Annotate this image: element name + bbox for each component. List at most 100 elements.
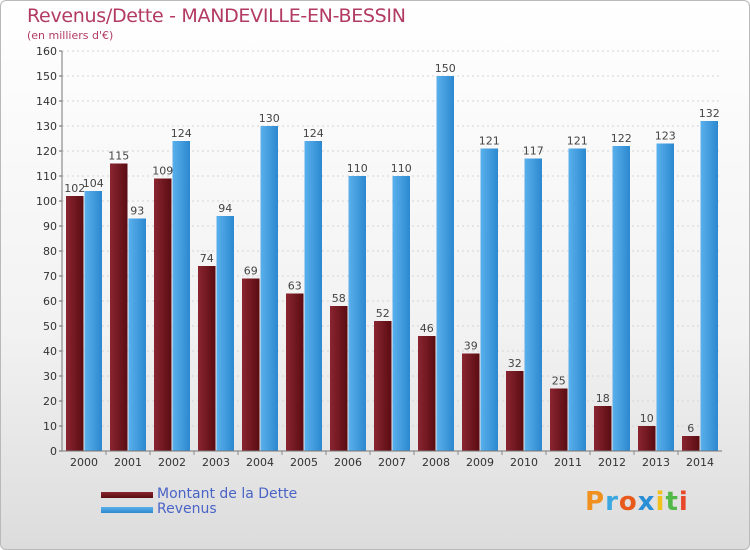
bar-revenus-2013 xyxy=(656,143,674,451)
data-label-revenus-2013: 123 xyxy=(655,130,676,143)
legend-label-revenus: Revenus xyxy=(157,501,217,517)
x-tick-label-2003: 2003 xyxy=(202,456,230,469)
legend-label-dette: Montant de la Dette xyxy=(157,486,298,502)
data-label-dette-2008: 46 xyxy=(420,322,434,335)
y-tick-label: 140 xyxy=(36,95,57,108)
x-tick-label-2011: 2011 xyxy=(554,456,582,469)
data-label-dette-2011: 25 xyxy=(552,375,566,388)
x-tick-label-2002: 2002 xyxy=(158,456,186,469)
data-label-revenus-2003: 94 xyxy=(218,202,232,215)
logo-letter: o xyxy=(618,487,638,517)
bar-dette-2007 xyxy=(374,321,392,451)
logo-letter: i xyxy=(678,487,689,517)
data-label-revenus-2001: 93 xyxy=(130,205,144,218)
data-label-revenus-2004: 130 xyxy=(259,112,280,125)
bar-dette-2014 xyxy=(682,436,700,451)
y-tick-label: 70 xyxy=(43,270,57,283)
bar-revenus-2009 xyxy=(480,148,498,451)
y-tick-label: 0 xyxy=(50,445,57,458)
logo-letter: x xyxy=(637,487,656,517)
data-label-dette-2001: 115 xyxy=(108,150,129,163)
bar-revenus-2000 xyxy=(84,191,102,451)
bar-revenus-2003 xyxy=(216,216,234,451)
data-label-revenus-2006: 110 xyxy=(347,162,368,175)
data-label-dette-2012: 18 xyxy=(596,392,610,405)
y-tick-label: 50 xyxy=(43,320,57,333)
bar-revenus-2014 xyxy=(700,121,718,451)
bar-dette-2003 xyxy=(198,266,216,451)
data-label-revenus-2010: 117 xyxy=(523,145,544,158)
data-label-dette-2007: 52 xyxy=(376,307,390,320)
data-label-dette-2002: 109 xyxy=(152,165,173,178)
bar-dette-2005 xyxy=(286,293,304,451)
data-label-dette-2010: 32 xyxy=(508,357,522,370)
data-label-dette-2006: 58 xyxy=(332,292,346,305)
bar-dette-2009 xyxy=(462,353,480,451)
x-tick-label-2012: 2012 xyxy=(598,456,626,469)
logo-letter: r xyxy=(605,487,619,517)
bar-revenus-2010 xyxy=(524,158,542,451)
bar-dette-2013 xyxy=(638,426,656,451)
data-label-dette-2004: 69 xyxy=(244,265,258,278)
x-tick-label-2005: 2005 xyxy=(290,456,318,469)
data-label-revenus-2007: 110 xyxy=(391,162,412,175)
bar-revenus-2001 xyxy=(128,218,146,451)
bar-dette-2008 xyxy=(418,336,436,451)
data-label-revenus-2002: 124 xyxy=(171,127,192,140)
bar-revenus-2006 xyxy=(348,176,366,451)
bar-dette-2010 xyxy=(506,371,524,451)
proxiti-logo: Proxiti xyxy=(585,487,689,517)
bar-revenus-2008 xyxy=(436,76,454,451)
y-tick-label: 160 xyxy=(36,45,57,58)
bar-dette-2004 xyxy=(242,278,260,451)
y-tick-label: 120 xyxy=(36,145,57,158)
legend-swatch-revenus xyxy=(101,507,153,513)
x-tick-label-2014: 2014 xyxy=(686,456,714,469)
data-label-revenus-2000: 104 xyxy=(83,177,104,190)
x-tick-label-2013: 2013 xyxy=(642,456,670,469)
bar-dette-2001 xyxy=(110,163,128,451)
chart-subtitle: (en milliers d'€) xyxy=(27,29,114,42)
bar-revenus-2007 xyxy=(392,176,410,451)
bar-dette-2006 xyxy=(330,306,348,451)
y-tick-label: 30 xyxy=(43,370,57,383)
data-label-dette-2014: 6 xyxy=(687,422,694,435)
x-tick-label-2010: 2010 xyxy=(510,456,538,469)
data-label-dette-2013: 10 xyxy=(640,412,654,425)
y-tick-label: 40 xyxy=(43,345,57,358)
data-label-revenus-2009: 121 xyxy=(479,135,500,148)
bar-revenus-2005 xyxy=(304,141,322,451)
data-label-revenus-2008: 150 xyxy=(435,62,456,75)
x-tick-label-2006: 2006 xyxy=(334,456,362,469)
x-tick-label-2009: 2009 xyxy=(466,456,494,469)
x-tick-label-2000: 2000 xyxy=(70,456,98,469)
bar-dette-2012 xyxy=(594,406,612,451)
data-label-revenus-2005: 124 xyxy=(303,127,324,140)
bar-revenus-2012 xyxy=(612,146,630,451)
y-tick-label: 100 xyxy=(36,195,57,208)
data-label-dette-2009: 39 xyxy=(464,340,478,353)
logo-letter: i xyxy=(655,487,666,517)
x-tick-label-2008: 2008 xyxy=(422,456,450,469)
y-tick-label: 110 xyxy=(36,170,57,183)
x-tick-label-2007: 2007 xyxy=(378,456,406,469)
logo-letter: t xyxy=(665,487,679,517)
y-tick-label: 60 xyxy=(43,295,57,308)
y-tick-label: 20 xyxy=(43,395,57,408)
x-tick-label-2004: 2004 xyxy=(246,456,274,469)
data-label-dette-2000: 102 xyxy=(64,182,85,195)
logo-letter: P xyxy=(585,487,606,517)
chart-title: Revenus/Dette - MANDEVILLE-EN-BESSIN xyxy=(27,5,406,27)
data-label-dette-2003: 74 xyxy=(200,252,214,265)
data-label-revenus-2012: 122 xyxy=(611,132,632,145)
bar-revenus-2004 xyxy=(260,126,278,451)
y-tick-label: 90 xyxy=(43,220,57,233)
bar-dette-2000 xyxy=(66,196,84,451)
legend-swatch-dette xyxy=(101,492,153,498)
y-tick-label: 130 xyxy=(36,120,57,133)
x-tick-label-2001: 2001 xyxy=(114,456,142,469)
bar-dette-2011 xyxy=(550,388,568,451)
bar-revenus-2011 xyxy=(568,148,586,451)
